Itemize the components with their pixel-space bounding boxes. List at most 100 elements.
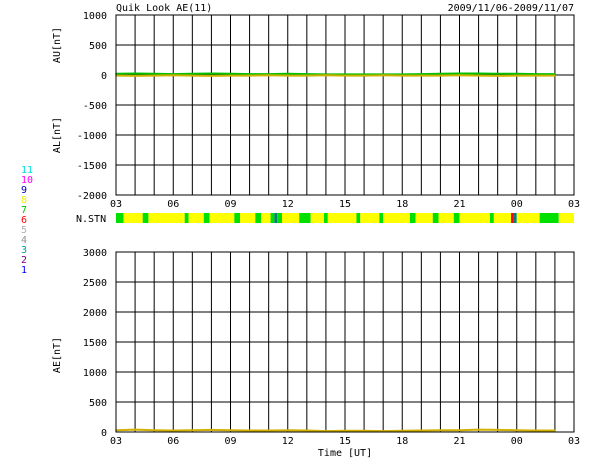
y-tick-label: 0 (101, 428, 107, 439)
series-ae-point (496, 429, 499, 431)
au-al-x-ticks: 03 06 09 12 15 18 21 00 03 (110, 199, 580, 210)
series-al-point (172, 74, 175, 77)
series-au-point (535, 73, 537, 75)
nstn-segment (409, 213, 416, 223)
series-ae-point (535, 429, 537, 432)
series-al-point (477, 74, 480, 77)
series-ae-point (420, 429, 423, 432)
series-au-point (420, 73, 423, 75)
series-au-point (439, 73, 442, 75)
series-al-line (115, 74, 555, 77)
nstn-segment (209, 213, 235, 223)
series-au-point (229, 73, 232, 75)
series-al-point (267, 74, 270, 77)
nstn-segment (324, 213, 328, 223)
x-tick-label: 03 (110, 199, 122, 210)
y-tick-label: 1500 (83, 338, 107, 349)
x-tick-label: 06 (167, 436, 179, 447)
nstn-segment (261, 213, 271, 223)
series-al-point (458, 74, 461, 77)
x-tick-label: 12 (282, 436, 294, 447)
x-tick-label: 06 (167, 199, 179, 210)
legend-count-4: 4 (21, 235, 27, 246)
nstn-segment (116, 213, 124, 223)
series-al-point (153, 74, 155, 77)
nstn-segment (203, 213, 210, 223)
series-au-point (134, 72, 136, 75)
chart-title: Quik Look AE(11) (116, 3, 212, 14)
series-au-point (554, 73, 556, 75)
series-ae-point (172, 429, 175, 432)
series-ae-point (458, 429, 461, 432)
au-al-frame (115, 14, 575, 196)
series-al-point (325, 74, 327, 77)
y-tick-label: 1000 (83, 11, 107, 22)
y-tick-label: -1500 (77, 161, 107, 172)
series-al-point (496, 75, 499, 77)
series-ae-point (401, 430, 404, 432)
ae-frame (115, 251, 575, 433)
series-al-point (535, 74, 537, 77)
series-al-point (191, 74, 194, 77)
x-tick-label: 09 (224, 199, 236, 210)
nstn-segment (511, 213, 514, 223)
series-al-point (248, 74, 251, 77)
nstn-segment (123, 213, 143, 223)
nstn-segment (516, 213, 540, 223)
x-tick-label: 00 (511, 199, 523, 210)
nstn-segment (255, 213, 262, 223)
au-al-panel: 1000 500 0 -500 -1000 -1500 -2000 03 06 09 12 15 18… (52, 11, 580, 210)
au-al-grid (116, 15, 574, 195)
series-al-point (439, 74, 442, 77)
nstn-segment (282, 213, 300, 223)
series-ae-point (248, 429, 251, 432)
series-ae-point (134, 428, 136, 431)
nstn-segment (415, 213, 433, 223)
series-ae-point (554, 429, 556, 432)
nstn-segment (438, 213, 454, 223)
legend-count-9: 9 (21, 185, 27, 196)
series-al-point (515, 74, 518, 77)
legend-count-2: 2 (21, 255, 27, 266)
nstn-segment (453, 213, 460, 223)
series-al-point (344, 74, 346, 77)
y-tick-label: -500 (83, 101, 107, 112)
y-tick-label: 500 (89, 41, 107, 52)
series-al-point (382, 74, 384, 77)
legend-count-10: 10 (21, 175, 33, 186)
series-ae-point (210, 429, 213, 431)
series-al-point (134, 75, 136, 77)
legend-count-1: 1 (21, 265, 27, 276)
x-tick-label: 00 (511, 436, 523, 447)
nstn-segment (188, 213, 204, 223)
legend-count-3: 3 (21, 245, 27, 256)
x-tick-label: 21 (453, 436, 465, 447)
series-au-line (115, 72, 555, 76)
series-au-point (477, 72, 480, 75)
series-al-point (286, 74, 289, 77)
legend-count-6: 6 (21, 215, 27, 226)
series-au-point (306, 73, 308, 75)
ae-grid (116, 252, 574, 432)
nstn-label: N.STN (76, 214, 106, 225)
station-count-strip: N.STN (76, 213, 574, 225)
x-tick-label: 21 (453, 199, 465, 210)
series-al-point (229, 74, 232, 77)
series-al-point (554, 74, 556, 77)
au-axis-label: AU[nT] (52, 27, 63, 63)
nstn-segment (148, 213, 185, 223)
series-ae-point (363, 430, 365, 432)
y-tick-label: 0 (101, 71, 107, 82)
nstn-segment (274, 213, 278, 223)
legend-count-8: 8 (21, 195, 27, 206)
x-tick-label: 15 (339, 199, 351, 210)
nstn-segment (310, 213, 325, 223)
nstn-segment (240, 213, 256, 223)
nstn-segment (356, 213, 361, 223)
x-tick-label: 18 (396, 436, 408, 447)
series-ae-line (115, 428, 555, 433)
x-tick-label: 12 (282, 199, 294, 210)
series-ae-point (477, 428, 480, 431)
